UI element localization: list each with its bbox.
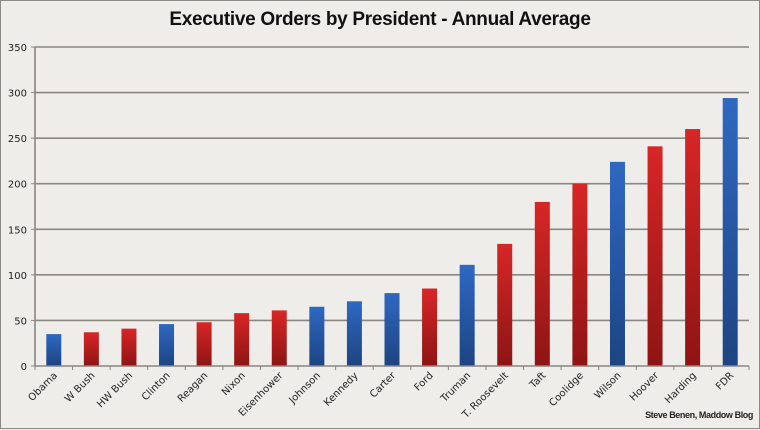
bar-eisenhower [271, 310, 287, 366]
x-tick-label: Coolidge [547, 370, 586, 409]
bar-obama [46, 334, 62, 366]
x-tick-label: Hoover [628, 370, 662, 404]
bar-ford [422, 288, 438, 366]
x-tick-label: Taft [527, 370, 548, 391]
bar-w-bush [83, 332, 99, 366]
y-tick-label: 250 [8, 134, 27, 145]
bar-nixon [234, 313, 250, 366]
bar-t-roosevelt [497, 243, 513, 366]
x-tick-label: Ford [413, 370, 436, 393]
x-tick-label: Reagan [176, 370, 210, 404]
bar-truman [459, 264, 475, 366]
bar-kennedy [346, 301, 362, 366]
bar-carter [384, 293, 400, 366]
bar-johnson [309, 306, 325, 366]
y-tick-label: 100 [8, 271, 27, 282]
x-tick-label: Wilson [593, 370, 624, 401]
x-tick-label: Johnson [287, 370, 323, 406]
x-tick-label: Truman [438, 370, 473, 405]
x-tick-label: W Bush [63, 370, 98, 405]
x-tick-label: Kennedy [322, 370, 360, 408]
bar-wilson [609, 161, 625, 366]
y-tick-label: 350 [8, 43, 27, 54]
x-tick-label: Harding [663, 370, 699, 406]
y-tick-label: 150 [8, 225, 27, 236]
x-tick-label: HW Bush [95, 370, 135, 410]
credit-text: Steve Benen, Maddow Blog [645, 410, 753, 420]
bar-harding [685, 129, 701, 366]
bar-fdr [722, 98, 738, 366]
x-tick-label: Nixon [220, 370, 248, 398]
bar-coolidge [572, 183, 588, 366]
y-tick-label: 300 [8, 89, 27, 100]
bar-hoover [647, 146, 663, 366]
bar-hw-bush [121, 328, 137, 366]
bar-taft [534, 201, 550, 366]
x-tick-label: Carter [368, 370, 399, 401]
y-tick-label: 200 [8, 180, 27, 191]
x-tick-label: FDR [714, 370, 736, 392]
x-tick-label: Clinton [140, 370, 173, 403]
bar-clinton [159, 324, 175, 366]
y-tick-label: 50 [14, 316, 27, 327]
bar-reagan [196, 322, 212, 366]
x-tick-label: Obama [27, 370, 60, 403]
y-tick-label: 0 [21, 362, 27, 373]
chart-title: Executive Orders by President - Annual A… [169, 9, 591, 30]
